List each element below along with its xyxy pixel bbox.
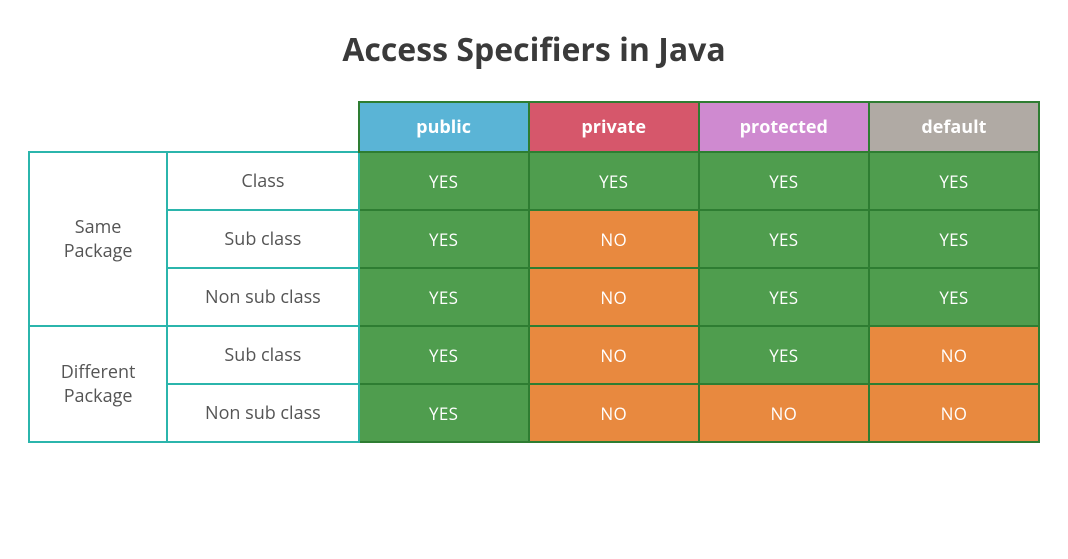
row-label: Non sub class bbox=[167, 384, 358, 442]
value-cell: NO bbox=[529, 268, 699, 326]
table-row: SamePackageClassYESYESYESYES bbox=[29, 152, 1039, 210]
value-cell: YES bbox=[359, 210, 529, 268]
col-header-protected: protected bbox=[699, 102, 869, 152]
value-cell: YES bbox=[869, 268, 1039, 326]
row-label: Sub class bbox=[167, 210, 358, 268]
table-container: public private protected default SamePac… bbox=[0, 101, 1068, 443]
col-header-private: private bbox=[529, 102, 699, 152]
table-row: Non sub classYESNONONO bbox=[29, 384, 1039, 442]
row-label: Non sub class bbox=[167, 268, 358, 326]
value-cell: NO bbox=[529, 384, 699, 442]
value-cell: YES bbox=[869, 152, 1039, 210]
value-cell: NO bbox=[869, 326, 1039, 384]
value-cell: NO bbox=[869, 384, 1039, 442]
value-cell: YES bbox=[699, 326, 869, 384]
table-row: Non sub classYESNOYESYES bbox=[29, 268, 1039, 326]
header-row: public private protected default bbox=[29, 102, 1039, 152]
page-title: Access Specifiers in Java bbox=[0, 28, 1068, 71]
value-cell: YES bbox=[359, 268, 529, 326]
value-cell: YES bbox=[359, 384, 529, 442]
col-header-public: public bbox=[359, 102, 529, 152]
value-cell: NO bbox=[529, 326, 699, 384]
access-specifiers-table: public private protected default SamePac… bbox=[28, 101, 1040, 443]
value-cell: YES bbox=[529, 152, 699, 210]
table-row: Sub classYESNOYESYES bbox=[29, 210, 1039, 268]
row-group-label: SamePackage bbox=[29, 152, 167, 326]
value-cell: YES bbox=[699, 268, 869, 326]
value-cell: YES bbox=[699, 152, 869, 210]
header-blank bbox=[29, 102, 359, 152]
table-row: DifferentPackageSub classYESNOYESNO bbox=[29, 326, 1039, 384]
row-label: Class bbox=[167, 152, 358, 210]
row-label: Sub class bbox=[167, 326, 358, 384]
value-cell: YES bbox=[699, 210, 869, 268]
value-cell: NO bbox=[699, 384, 869, 442]
value-cell: YES bbox=[359, 152, 529, 210]
value-cell: YES bbox=[359, 326, 529, 384]
value-cell: NO bbox=[529, 210, 699, 268]
col-header-default: default bbox=[869, 102, 1039, 152]
value-cell: YES bbox=[869, 210, 1039, 268]
row-group-label: DifferentPackage bbox=[29, 326, 167, 442]
